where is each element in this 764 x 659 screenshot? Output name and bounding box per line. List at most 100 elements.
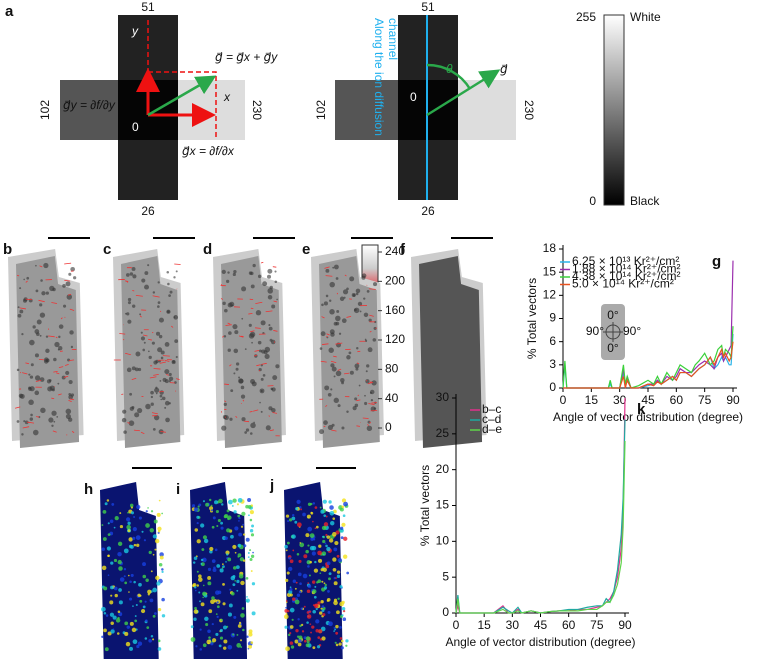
speckle	[364, 339, 368, 343]
speckle	[327, 392, 332, 397]
heat-speckle	[231, 591, 235, 596]
heat-speckle	[295, 507, 299, 511]
x-tick-label: 90	[726, 393, 740, 407]
speckle	[58, 335, 61, 339]
heat-speckle	[332, 567, 337, 572]
vector-arrow	[256, 364, 261, 367]
speckle	[70, 345, 74, 349]
heat-speckle	[224, 536, 228, 540]
speckle	[233, 348, 239, 354]
speckle	[373, 407, 377, 410]
y-tick-label: 12	[543, 288, 557, 302]
speckle	[68, 394, 73, 400]
g-y: g⃗y = ∂f/∂y	[63, 98, 116, 112]
speckle	[65, 370, 70, 376]
heat-speckle	[312, 646, 316, 650]
heat-speckle	[127, 511, 129, 514]
heat-speckle	[112, 615, 117, 620]
speckle	[157, 301, 161, 304]
speckle	[142, 348, 146, 352]
speckle	[151, 341, 155, 345]
vector-arrow	[164, 360, 170, 362]
vector-arrow	[260, 261, 264, 264]
heat-speckle	[113, 558, 118, 563]
heat-speckle	[248, 629, 253, 634]
heat-speckle	[312, 502, 316, 505]
heat-speckle	[314, 506, 318, 509]
vector-arrow	[64, 316, 66, 318]
heat-speckle	[299, 506, 302, 509]
heat-speckle	[196, 522, 199, 525]
speckle	[251, 341, 253, 344]
heat-speckle	[295, 629, 299, 633]
vector-arrow	[14, 406, 21, 409]
bottom-label: 26	[421, 204, 435, 218]
speckle	[126, 367, 132, 373]
heat-speckle	[319, 572, 322, 574]
heat-speckle	[157, 530, 161, 533]
speckle	[249, 331, 256, 338]
speckle	[262, 374, 266, 377]
heat-speckle	[323, 553, 325, 556]
speckle	[227, 348, 231, 352]
speckle	[36, 332, 40, 336]
speckle	[147, 264, 150, 267]
heat-speckle	[284, 614, 289, 620]
heat-speckle	[161, 570, 164, 574]
heat-speckle	[320, 509, 325, 514]
heat-speckle	[215, 613, 218, 616]
heat-speckle	[196, 539, 201, 544]
legend-label: d–e	[482, 422, 502, 436]
speckle	[141, 278, 146, 283]
vector-arrow	[243, 420, 250, 423]
speckle	[128, 420, 135, 426]
heat-speckle	[133, 516, 136, 519]
speckle	[331, 366, 337, 372]
speckle	[153, 414, 160, 421]
heat-speckle	[237, 543, 242, 548]
speckle	[144, 284, 149, 290]
heat-speckle	[118, 566, 123, 571]
vector-arrow	[365, 380, 368, 382]
speckle	[62, 284, 66, 288]
heat-speckle	[127, 529, 131, 533]
heat-speckle	[129, 503, 134, 508]
vector-arrow	[369, 381, 372, 383]
speckle	[173, 276, 176, 279]
heat-speckle	[326, 561, 331, 566]
heat-speckle	[159, 552, 164, 557]
heat-speckle	[238, 519, 240, 522]
vector-arrow	[143, 334, 148, 337]
heat-speckle	[118, 588, 122, 592]
heat-speckle	[199, 648, 203, 651]
heat-speckle	[101, 565, 107, 571]
speckle	[366, 289, 370, 293]
heat-speckle	[161, 614, 166, 618]
y-axis-title: % Total vectors	[525, 278, 539, 359]
speckle	[335, 315, 341, 322]
heat-speckle	[124, 631, 129, 636]
speckle	[121, 417, 127, 423]
vector-arrow	[51, 397, 55, 400]
heat-speckle	[300, 607, 304, 610]
heat-speckle	[232, 583, 236, 587]
speckle	[272, 375, 278, 381]
speckle	[164, 369, 170, 375]
heat-speckle	[341, 614, 344, 617]
speckle	[23, 278, 25, 281]
speckle	[329, 309, 335, 315]
vector-arrow	[132, 290, 135, 292]
heat-speckle	[287, 633, 291, 637]
y-tick-label: 15	[543, 264, 557, 278]
heat-speckle	[322, 535, 325, 538]
colorbar-tick-label: 0	[385, 420, 392, 434]
speckle	[268, 326, 273, 331]
heat-speckle	[307, 544, 310, 547]
speckle	[159, 380, 162, 382]
vector-arrow	[248, 312, 253, 315]
speckle	[260, 377, 264, 381]
vector-arrow	[22, 372, 28, 375]
speckle	[123, 430, 127, 434]
heat-speckle	[198, 503, 202, 507]
